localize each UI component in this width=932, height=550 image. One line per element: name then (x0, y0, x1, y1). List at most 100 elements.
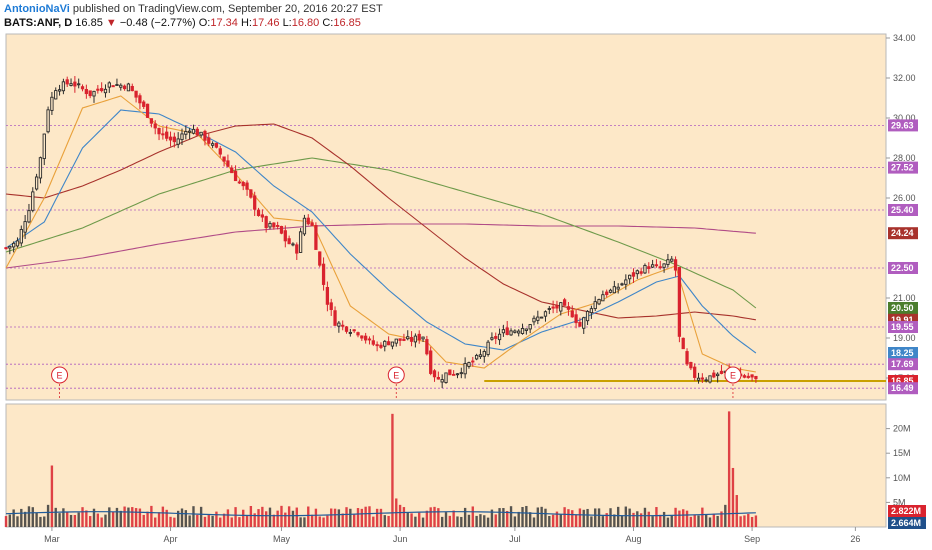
volume-value-label: 2.822M (891, 506, 921, 516)
volume-bar (502, 508, 505, 527)
candle-body (440, 379, 444, 383)
candle-body (670, 258, 674, 262)
candle-body (69, 83, 73, 86)
volume-bar (460, 516, 463, 527)
volume-ma-line (5, 511, 756, 517)
candle-body (268, 222, 272, 228)
volume-bar (310, 514, 314, 527)
price-level-badge-bg (888, 262, 918, 274)
change-value: −0.48 (−2.77%) (119, 17, 196, 29)
volume-bar (276, 510, 279, 527)
volume-bar (398, 504, 402, 527)
volume-bar (199, 506, 203, 527)
candle-body (130, 85, 134, 92)
volume-bar (536, 507, 540, 527)
candle-body (222, 156, 226, 162)
volume-bar (506, 510, 509, 527)
price-level-badge-bg (888, 119, 918, 132)
volume-bar (712, 513, 716, 527)
price-level-value: 19.55 (891, 322, 914, 332)
candle-body (562, 299, 567, 306)
candle-body (165, 131, 169, 139)
price-level-value: 27.52 (891, 163, 914, 173)
volume-bar (360, 508, 364, 527)
candle-body (8, 245, 12, 249)
candle-body (226, 160, 230, 167)
volume-bar (616, 506, 620, 527)
candle-body (65, 79, 69, 85)
candle-body (31, 191, 35, 211)
earnings-marker-label: E (393, 371, 399, 381)
volume-bar (425, 510, 429, 527)
price-pane-border (5, 33, 887, 401)
volume-bar (307, 506, 310, 527)
candle-body (452, 373, 456, 376)
candle-body (272, 222, 276, 228)
candle-body (505, 327, 509, 335)
candle-body (306, 217, 310, 225)
price-level-badge: 29.63 (888, 119, 918, 132)
candle-body (394, 338, 398, 344)
volume-bar (295, 507, 298, 527)
candle-body (685, 351, 689, 365)
price-level-badge-bg (888, 161, 918, 174)
candle-body (245, 182, 249, 190)
volume-bar (165, 509, 168, 527)
candle-body (375, 344, 379, 347)
candle-body (195, 128, 199, 136)
volume-bar (54, 507, 57, 527)
author-name[interactable]: AntonioNaVi (4, 3, 70, 15)
price-level-badge-bg (888, 382, 918, 395)
candle-body (689, 361, 693, 369)
volume-bar (720, 511, 723, 527)
volume-bar (322, 517, 325, 527)
candle-body (658, 266, 662, 269)
candle-body (356, 332, 360, 336)
candle-body (589, 308, 594, 314)
candle-body (497, 333, 502, 341)
volume-bar (123, 506, 126, 527)
volume-bar (624, 506, 628, 527)
candle-body (402, 338, 406, 341)
volume-bar (4, 516, 8, 527)
candle-body (750, 374, 754, 378)
volume-bar (701, 507, 704, 527)
candle-body (126, 83, 131, 92)
candle-body (704, 379, 708, 382)
candle-body (50, 96, 54, 111)
volume-bar (590, 516, 593, 527)
candle-body (84, 89, 88, 95)
sma-slow-line (5, 123, 756, 321)
candle-body (624, 279, 628, 285)
close-label: C: (322, 17, 334, 29)
volume-bar (414, 516, 417, 527)
volume-bar (88, 516, 92, 527)
volume-bar (555, 511, 559, 527)
candle-body (647, 266, 651, 269)
candle-body (631, 272, 636, 277)
volume-bar (234, 507, 237, 527)
volume-bar (356, 508, 360, 527)
earnings-marker-label: E (57, 371, 63, 381)
price-level-badge-bg (888, 347, 918, 359)
volume-bar (92, 508, 96, 527)
candle-body (712, 372, 716, 378)
candle-body (4, 247, 8, 250)
volume-bar (463, 507, 467, 527)
candle-body (494, 336, 498, 339)
volume-bar (471, 506, 474, 527)
chart-header-quote: BATS:ANF, D 16.85 ▼ −0.48 (−2.77%) O:17.… (4, 17, 361, 29)
volume-bar (747, 513, 750, 527)
volume-bar (693, 514, 696, 527)
candle-body (383, 340, 387, 347)
volume-bar (372, 516, 375, 527)
candle-body (210, 143, 215, 146)
candle-body (444, 372, 448, 383)
candle-body (260, 214, 264, 218)
candle-body (666, 259, 670, 265)
volume-bar (375, 508, 379, 527)
candle-body (344, 326, 349, 332)
volume-bar (73, 514, 77, 527)
volume-bar (287, 506, 291, 527)
